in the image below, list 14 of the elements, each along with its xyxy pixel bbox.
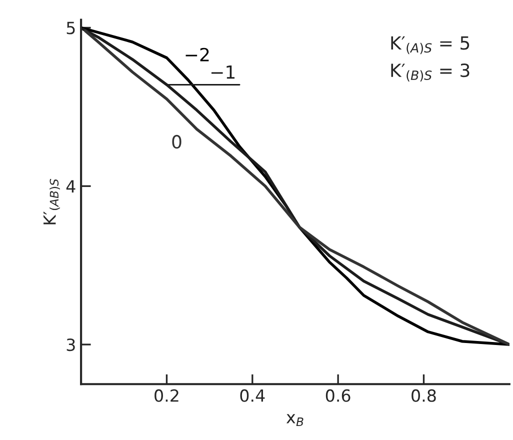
- x-tick-label: 0.8: [412, 389, 436, 402]
- annotation: K′$_{(A)S}$ = 5: [391, 36, 470, 54]
- x-tick-label: 0.4: [240, 389, 265, 402]
- series-label: −1: [211, 65, 235, 79]
- series-label: 0: [172, 134, 182, 149]
- series-label: −2: [186, 48, 209, 62]
- x-axis-title: x$_{B}$: [286, 414, 304, 426]
- y-axis-title: K′$_{(AB)S}$: [44, 178, 60, 224]
- y-tick-label: 4: [66, 180, 76, 192]
- annotation: K′$_{(B)S}$ = 3: [391, 64, 470, 82]
- x-tick-label: 0.6: [326, 389, 350, 402]
- x-tick-label: 0.2: [154, 389, 178, 402]
- y-tick-label: 3: [66, 338, 75, 352]
- y-tick-label: 5: [66, 22, 75, 34]
